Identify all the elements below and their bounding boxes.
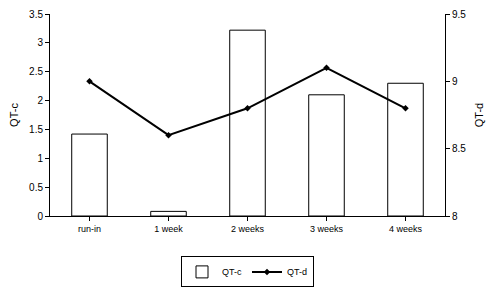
svg-text:1 week: 1 week xyxy=(154,224,183,234)
svg-text:2: 2 xyxy=(37,95,43,106)
svg-text:0: 0 xyxy=(37,211,43,222)
svg-text:QT-d: QT-d xyxy=(287,267,307,277)
svg-text:2.5: 2.5 xyxy=(29,66,43,77)
svg-text:run-in: run-in xyxy=(78,224,101,234)
svg-text:0.5: 0.5 xyxy=(29,182,43,193)
svg-text:9.5: 9.5 xyxy=(452,9,466,20)
svg-text:3: 3 xyxy=(37,37,43,48)
svg-text:8: 8 xyxy=(452,211,458,222)
svg-text:3.5: 3.5 xyxy=(29,9,43,20)
svg-text:2 weeks: 2 weeks xyxy=(231,224,265,234)
svg-text:9: 9 xyxy=(452,76,458,87)
svg-text:3 weeks: 3 weeks xyxy=(310,224,344,234)
svg-text:8.5: 8.5 xyxy=(452,143,466,154)
svg-text:QT-d: QT-d xyxy=(473,103,485,127)
svg-text:1: 1 xyxy=(37,153,43,164)
svg-text:QT-c: QT-c xyxy=(8,103,20,127)
svg-text:4 weeks: 4 weeks xyxy=(389,224,423,234)
svg-text:1.5: 1.5 xyxy=(29,124,43,135)
svg-text:QT-c: QT-c xyxy=(222,267,242,277)
